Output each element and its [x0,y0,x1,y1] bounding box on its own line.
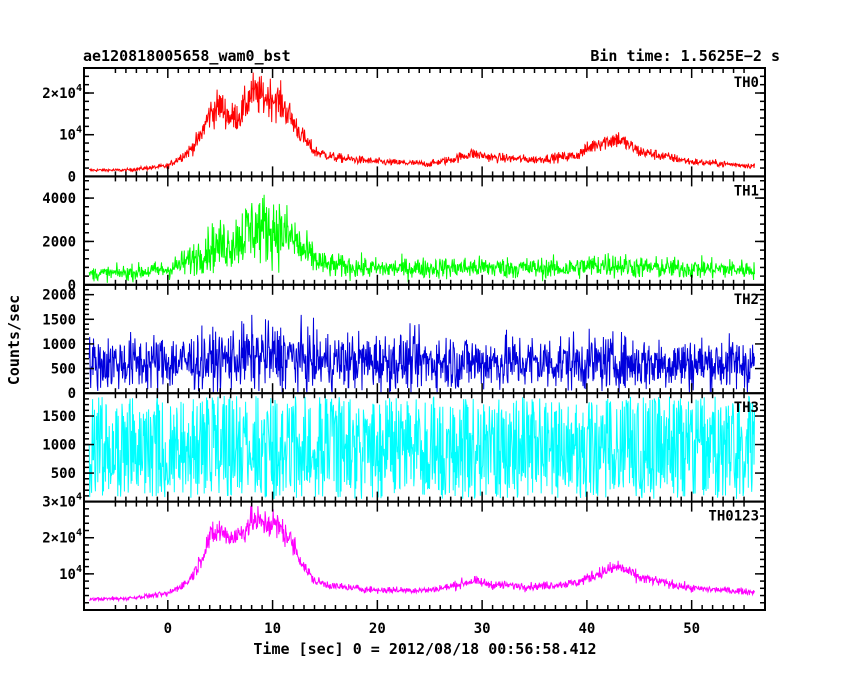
y-tick-label: 1500 [42,409,76,425]
y-tick-label: 1000 [42,438,76,454]
panel-frame [83,500,766,612]
y-tick-label: 4000 [42,191,76,207]
y-tick-label: 500 [51,466,76,482]
x-tick-label: 0 [164,621,172,637]
series-th0123 [88,501,755,603]
panel-th1: 0 2000 4000 TH1 [42,175,766,294]
panel-label: TH3 [734,400,759,416]
x-tick-label: 20 [369,621,386,637]
x-tick-label: 50 [683,621,700,637]
x-tick-label: 30 [474,621,491,637]
panel-th0: 0 104 2×104 TH0 [42,67,766,185]
x-tick-label: 40 [578,621,595,637]
panel-frame [83,283,766,395]
y-tick-label: 0 [68,278,76,294]
y-tick-label: 2000 [42,234,76,250]
x-tick-label: 10 [264,621,281,637]
y-tick-label: 1500 [42,312,76,328]
y-tick-label: 0 [68,169,76,185]
y-tick-label: 500 [51,362,76,378]
y-tick-label: 2000 [42,288,76,304]
y-tick-label: 0 [68,386,76,402]
y-axis-label: Counts/sec [5,295,23,385]
panel-label: TH2 [734,292,759,308]
panel-frame [83,67,766,178]
right-title: Bin time: 1.5625E−2 s [590,47,780,65]
x-axis-ticks: 0 10 20 30 40 50 [164,621,700,637]
x-axis-label: Time [sec] 0 = 2012/08/18 00:56:58.412 [253,640,596,658]
series-th0 [89,72,755,174]
panel-label: TH1 [734,183,759,199]
series-th2 [88,314,755,394]
series-th1 [88,194,755,283]
panel-label: TH0 [734,75,759,91]
y-tick-label: 104 [59,564,82,583]
y-tick-label: 3×104 [42,492,82,511]
y-tick-label: 2×104 [42,83,82,102]
left-title: ae120818005658_wam0_bst [83,47,291,65]
panel-label: TH0123 [708,509,759,525]
panel-th2: 0 500 1000 1500 2000 TH2 [42,283,766,402]
panel-th0123: 104 2×104 3×104 TH0123 [42,492,766,612]
y-tick-label: 1000 [42,337,76,353]
series-th3 [88,395,755,500]
y-tick-label: 104 [59,125,82,144]
panel-th3: 500 1000 1500 TH3 [42,392,766,503]
y-tick-label: 2×104 [42,528,82,547]
